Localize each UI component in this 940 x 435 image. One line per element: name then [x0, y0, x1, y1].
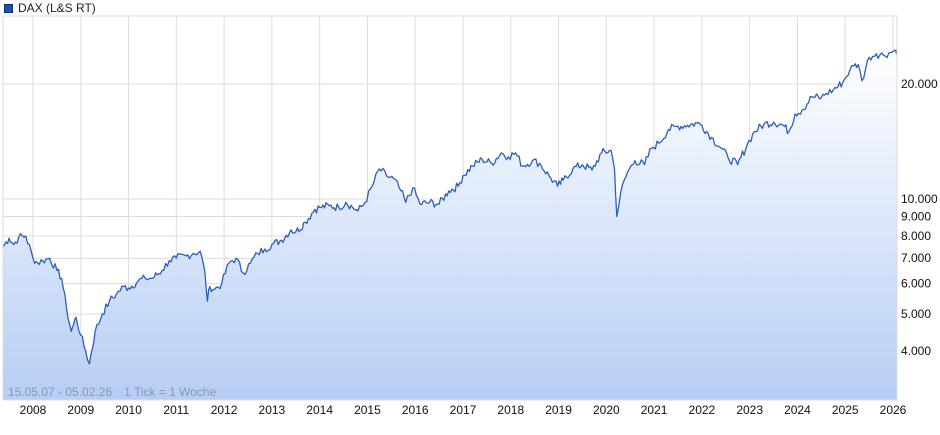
plot-frame [2, 15, 898, 401]
x-tick-label: 2011 [163, 403, 189, 417]
price-line [2, 48, 898, 365]
x-tick-label: 2025 [832, 403, 859, 417]
y-tick-label: 4.000 [901, 344, 931, 358]
x-tick-label: 2009 [67, 403, 94, 417]
x-axis: 2008 2009 2010 2011 2012 2013 2014 2015 2016 2017… [20, 403, 907, 417]
x-tick-label: 2017 [450, 403, 477, 417]
x-tick-label: 2013 [259, 403, 286, 417]
x-tick-label: 2026 [880, 403, 907, 417]
x-tick-label: 2008 [20, 403, 47, 417]
legend-swatch [4, 3, 13, 13]
x-tick-label: 2018 [497, 403, 524, 417]
x-tick-label: 2015 [354, 403, 381, 417]
y-tick-label: 7.000 [901, 251, 931, 265]
y-tick-label: 9.000 [901, 210, 931, 224]
x-tick-label: 2012 [211, 403, 238, 417]
x-tick-label: 2021 [641, 403, 668, 417]
legend-label: DAX (L&S RT) [18, 1, 96, 15]
chart-legend: DAX (L&S RT) [4, 1, 96, 15]
x-tick-label: 2020 [593, 403, 620, 417]
x-tick-label: 2022 [689, 403, 716, 417]
y-tick-label: 6.000 [901, 277, 931, 291]
y-tick-label: 8.000 [901, 229, 931, 243]
date-range-note: 15.05.07 - 05.02.26 1 Tick = 1 Woche [8, 385, 217, 399]
price-area-fill [3, 49, 897, 400]
y-tick-label: 10.000 [901, 192, 938, 206]
y-axis: 20.000 10.000 9.000 8.000 7.000 6.000 5.000 4.0… [901, 77, 938, 358]
x-tick-label: 2014 [306, 403, 333, 417]
y-tick-label: 5.000 [901, 307, 931, 321]
x-tick-label: 2016 [402, 403, 429, 417]
x-tick-label: 2024 [784, 403, 811, 417]
x-tick-label: 2019 [545, 403, 572, 417]
x-tick-label: 2010 [115, 403, 142, 417]
y-tick-label: 20.000 [901, 77, 938, 91]
x-tick-label: 2023 [736, 403, 763, 417]
